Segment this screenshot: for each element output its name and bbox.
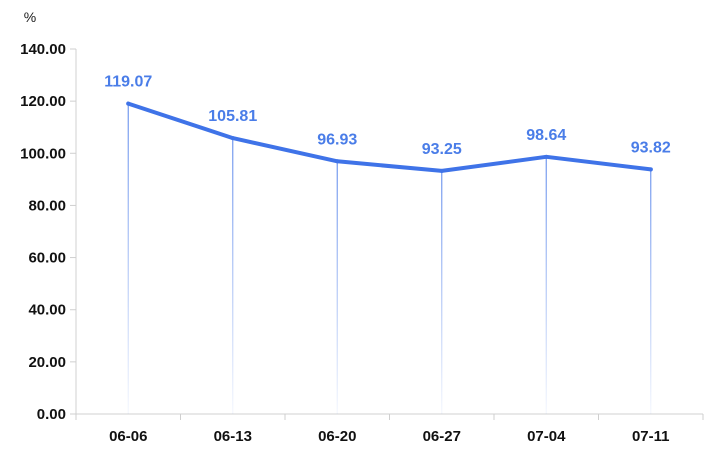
drop-line [232, 138, 234, 414]
y-tick-label: 80.00 [28, 197, 66, 214]
y-unit-label: % [24, 9, 36, 25]
axes [75, 49, 703, 415]
y-tick-label: 20.00 [28, 354, 66, 371]
y-tick-label: 40.00 [28, 302, 66, 319]
data-label: 98.64 [526, 127, 566, 144]
data-point [126, 101, 131, 106]
data-point [648, 167, 653, 172]
y-axis-ticks: 0.00 20.00 40.00 60.00 80.00 100.00 120.00 140.… [20, 41, 76, 423]
x-tick-label: 07-04 [527, 428, 566, 445]
data-label: 93.82 [631, 139, 671, 156]
drop-lines [127, 103, 652, 414]
data-label: 119.07 [104, 74, 152, 91]
data-label: 96.93 [317, 131, 357, 148]
drop-line [441, 170, 443, 414]
data-point [335, 159, 340, 164]
data-label: 93.25 [422, 141, 462, 158]
series-line [126, 101, 653, 173]
y-tick-label: 0.00 [37, 406, 66, 423]
drop-line [336, 161, 338, 414]
y-tick-label: 140.00 [20, 41, 66, 58]
x-tick-label: 06-20 [318, 428, 356, 445]
x-tick-label: 07-11 [632, 428, 670, 445]
x-tick-label: 06-13 [214, 428, 252, 445]
x-tick-label: 06-06 [109, 428, 147, 445]
y-tick-label: 120.00 [20, 93, 66, 110]
data-labels: 119.07 105.81 96.93 93.25 98.64 93.82 [104, 74, 671, 158]
x-axis-ticks: 06-06 06-13 06-20 06-27 07-04 07-11 [75, 414, 704, 445]
x-tick-label: 06-27 [423, 428, 461, 445]
y-tick-label: 60.00 [28, 250, 66, 267]
series-group [126, 101, 653, 173]
y-tick-label: 100.00 [20, 145, 66, 162]
drop-line [650, 169, 652, 414]
data-point [544, 154, 549, 159]
data-point [230, 136, 235, 141]
drop-line [127, 103, 129, 414]
data-label: 105.81 [208, 108, 257, 125]
data-point [439, 168, 444, 173]
drop-line [545, 156, 547, 414]
